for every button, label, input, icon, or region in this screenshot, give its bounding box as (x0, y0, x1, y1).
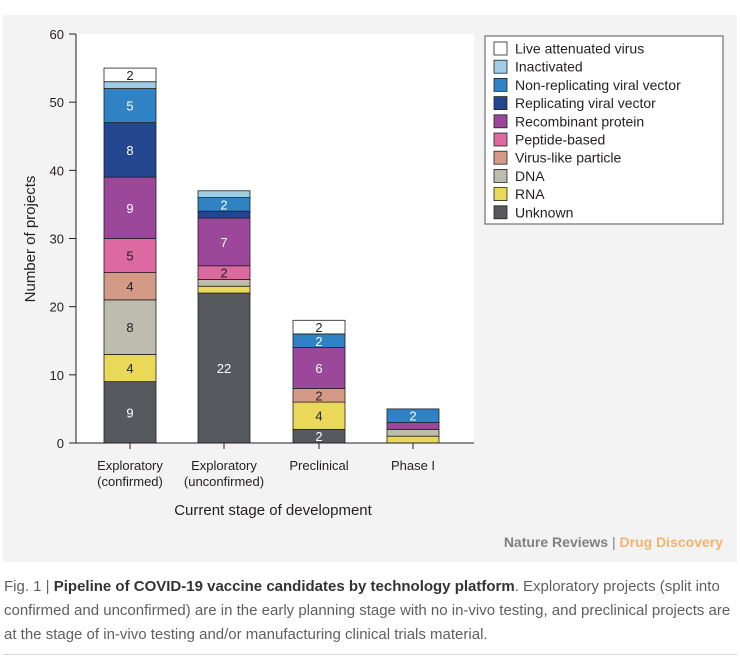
bar-data-label: 2 (220, 266, 227, 281)
x-tick-label: Exploratory (97, 458, 163, 473)
y-tick-label: 0 (57, 436, 64, 451)
figure-panel: 9 4 8 4 5 9 8 5 2 22 2 7 2 2 4 2 6 2 2 2 0 10 20 30 40 50 60 Expl… (3, 15, 737, 562)
bar-segment (386, 435, 440, 444)
bar-data-label: 2 (315, 429, 322, 444)
legend-label: Peptide-based (515, 132, 605, 148)
legend-label: Recombinant protein (515, 113, 644, 129)
legend-swatch (493, 59, 508, 74)
legend-label: Live attenuated virus (515, 41, 644, 57)
y-tick-label: 40 (50, 163, 64, 178)
legend-label: Virus-like particle (515, 150, 622, 166)
bar-segment (103, 122, 157, 178)
bar-data-label: 2 (315, 334, 322, 349)
legend-swatch (493, 78, 508, 92)
bar-data-label: 7 (220, 235, 227, 250)
legend-label: RNA (515, 186, 545, 202)
bar-data-label: 9 (126, 201, 133, 216)
bar-segment (103, 299, 157, 355)
bar-data-label: 5 (126, 99, 133, 114)
bar-data-label: 2 (220, 197, 227, 212)
bar-data-label: 2 (315, 320, 322, 335)
journal-name: Drug Discovery (619, 534, 723, 550)
bar-data-label: 6 (315, 361, 322, 376)
x-tick-label: Preclinical (289, 458, 348, 473)
legend-swatch (493, 205, 508, 220)
legend-label: Non-replicating viral vector (515, 77, 681, 93)
bar-segment (386, 408, 440, 423)
bar-segment (103, 381, 157, 444)
bar-segment (197, 285, 251, 294)
legend-swatch (493, 41, 508, 56)
legend-swatch (493, 132, 508, 147)
bar-segment (103, 238, 157, 273)
legend-swatch (493, 114, 508, 129)
y-tick-label: 50 (50, 95, 64, 110)
bar-segment (386, 428, 440, 437)
legend-label: Inactivated (515, 59, 583, 75)
legend-swatch (493, 187, 508, 202)
bar-data-label: 5 (126, 249, 133, 264)
x-axis-title: Current stage of development (174, 502, 372, 519)
legend-box (484, 35, 724, 225)
caption-title: Pipeline of COVID-19 vaccine candidates … (53, 578, 515, 595)
figure-caption: Fig. 1 | Pipeline of COVID-19 vaccine ca… (4, 575, 732, 647)
bar-segment (197, 190, 251, 199)
bar-segment (292, 401, 346, 430)
bar-data-label: 8 (126, 320, 133, 335)
caption-divider (3, 654, 737, 655)
bar-segment (103, 88, 157, 124)
legend-swatch (493, 168, 508, 183)
x-tick-label: Exploratory (191, 458, 257, 473)
publisher-credit: Nature Reviews | Drug Discovery (504, 534, 723, 550)
bar-data-label: 4 (126, 361, 133, 376)
bar-data-label: 2 (409, 409, 416, 424)
x-tick-label: (unconfirmed) (184, 474, 264, 489)
bar-data-label: 22 (217, 361, 231, 376)
x-tick-label: (confirmed) (97, 474, 163, 489)
legend-swatch (493, 96, 508, 110)
y-tick-label: 30 (50, 232, 64, 247)
bar-segment (103, 67, 157, 83)
legend: Live attenuated virus Inactivated Non-repl… (484, 35, 724, 225)
legend-label: Unknown (515, 204, 573, 220)
bar-data-label: 2 (126, 68, 133, 83)
credit-separator: | (611, 534, 616, 550)
legend-label: Replicating viral vector (515, 95, 656, 111)
bar-segment (197, 217, 251, 267)
y-axis-title: Number of projects (22, 176, 39, 303)
bar-data-label: 9 (126, 405, 133, 420)
x-tick-label: Phase I (391, 458, 435, 473)
bar-segment (103, 176, 157, 239)
legend-swatch (493, 150, 508, 165)
bar-segment (103, 272, 157, 301)
bar-data-label: 8 (126, 143, 133, 158)
bar-segment (197, 292, 251, 444)
bar-segment (292, 319, 346, 335)
bar-data-label: 4 (315, 409, 322, 424)
caption-body: . Exploratory projects (split into confi… (4, 578, 731, 643)
bar-data-label: 2 (315, 388, 322, 403)
legend-label: DNA (515, 168, 545, 184)
y-tick-label: 10 (50, 368, 64, 383)
y-tick-label: 20 (50, 300, 64, 315)
bar-data-label: 4 (126, 279, 133, 294)
y-tick-label: 60 (50, 27, 64, 42)
publisher-name: Nature Reviews (503, 534, 609, 550)
caption-prefix: Fig. 1 | (4, 578, 54, 595)
